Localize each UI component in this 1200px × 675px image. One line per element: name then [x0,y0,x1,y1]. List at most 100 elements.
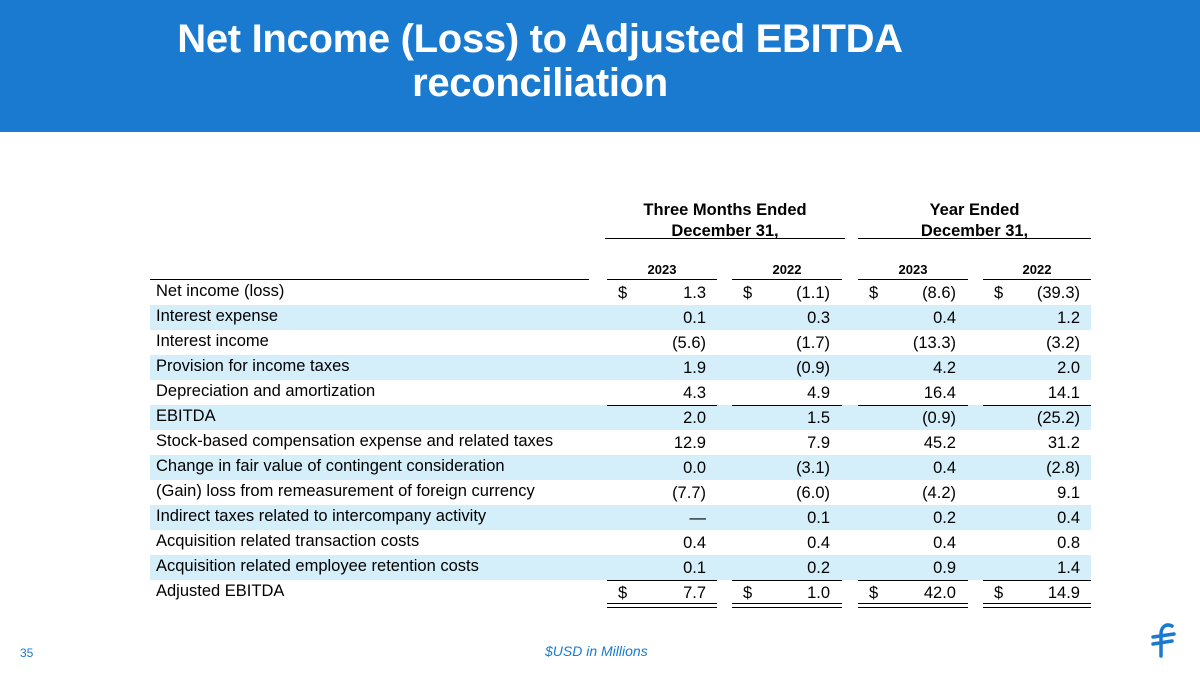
row-value: (0.9) [796,359,830,377]
currency-symbol: $ [869,284,879,302]
flywire-logo-icon [1151,623,1176,658]
table-row: Provision for income taxes 1.9 (0.9) 4.2 2.0 [150,355,1091,380]
currency-symbol: $ [869,584,879,602]
table-row: Net income (loss) $1.3 $ (1.1) $ (8.6) $ (39.3) [150,280,1091,305]
row-value: 0.1 [683,309,706,327]
total-double-underline [607,603,717,604]
group-header-line: Three Months Ended [643,201,807,219]
row-label: Change in fair value of contingent consi… [156,457,505,475]
row-value: 0.4 [933,309,956,327]
row-label: Net income (loss) [156,282,285,300]
row-value: 0.4 [683,534,706,552]
row-value: 0.9 [933,559,956,577]
year-underline [732,279,842,280]
group-header-year: Year Ended December 31, [858,200,1091,242]
page-title: Net Income (Loss) to Adjusted EBITDA rec… [40,17,1040,105]
row-value: 0.0 [683,459,706,477]
row-value: (25.2) [1036,409,1080,427]
row-value: 0.1 [683,559,706,577]
row-value: (1.1) [796,284,830,302]
year-header: 2023 [898,262,928,277]
table-row: Change in fair value of contingent consi… [150,455,1091,480]
row-value: 0.4 [1057,509,1080,527]
page-title-line2: reconciliation [412,61,668,105]
row-value: 9.1 [1057,484,1080,502]
year-underline [983,279,1091,280]
total-double-underline [858,603,968,604]
currency-symbol: $ [618,584,628,602]
table-row: Acquisition related transaction costs 0.4… [150,530,1091,555]
row-value: (2.8) [1046,459,1080,477]
currency-symbol: $ [994,284,1004,302]
row-label: Indirect taxes related to intercompany a… [156,507,487,525]
group-header-three-months: Three Months Ended December 31, [605,200,845,242]
title-bar: Net Income (Loss) to Adjusted EBITDA rec… [0,0,1200,132]
row-value: (13.3) [912,334,956,352]
group-header-line: December 31, [920,222,1029,240]
row-value: 1.4 [1057,559,1080,577]
currency-symbol: $ [618,284,628,302]
table-row: Acquisition related employee retention c… [150,555,1091,580]
total-double-underline [732,603,842,604]
row-label: Adjusted EBITDA [156,582,285,600]
year-underline [607,279,717,280]
row-value: 0.4 [933,459,956,477]
subtotal-underline [732,580,842,581]
row-value: 4.3 [683,384,706,402]
row-value: 0.2 [933,509,956,527]
currency-symbol: $ [743,284,753,302]
row-value: 7.7 [683,584,706,602]
subtotal-underline [858,580,968,581]
table-row: Indirect taxes related to intercompany a… [150,505,1091,530]
row-value: 1.3 [683,284,706,302]
row-value: (0.9) [922,409,956,427]
row-value: — [689,509,707,527]
row-value: 4.2 [933,359,956,377]
total-double-underline [732,607,842,608]
row-label: (Gain) loss from remeasurement of foreig… [156,482,535,500]
year-header: 2022 [1022,262,1052,277]
year-header: 2022 [772,262,802,277]
row-value: 31.2 [1047,434,1080,452]
row-value: 2.0 [683,409,706,427]
row-value: 0.4 [933,534,956,552]
group-underline [858,238,1091,239]
row-value: (4.2) [922,484,956,502]
currency-symbol: $ [743,584,753,602]
row-label: Depreciation and amortization [156,382,376,400]
year-underline [858,279,968,280]
row-value: 42.0 [923,584,956,602]
table-row: Interest income (5.6) (1.7) (13.3) (3.2) [150,330,1091,355]
row-label: Acquisition related transaction costs [156,532,420,550]
row-value: 2.0 [1057,359,1080,377]
table-row: Interest expense 0.1 0.3 0.4 1.2 [150,305,1091,330]
row-value: (8.6) [922,284,956,302]
row-value: (3.1) [796,459,830,477]
row-value: 4.9 [807,384,830,402]
row-value: 12.9 [673,434,706,452]
row-value: 0.2 [807,559,830,577]
page-title-line1: Net Income (Loss) to Adjusted EBITDA [177,17,903,61]
group-header-line: Year Ended [929,201,1020,219]
total-double-underline [607,607,717,608]
subtotal-underline [732,405,842,406]
row-value: (1.7) [796,334,830,352]
row-label: Acquisition related employee retention c… [156,557,479,575]
subtotal-underline [607,405,717,406]
row-value: (5.6) [672,334,706,352]
row-value: 45.2 [923,434,956,452]
table-row: EBITDA 2.0 1.5 (0.9) (25.2) [150,405,1091,430]
row-label: Interest expense [156,307,278,325]
page-number: 35 [20,646,34,660]
row-value: 1.0 [807,584,830,602]
subtotal-underline [858,405,968,406]
row-value: 0.3 [807,309,830,327]
subtotal-underline [983,580,1091,581]
row-label: Provision for income taxes [156,357,350,375]
currency-symbol: $ [994,584,1004,602]
row-value: 1.5 [807,409,830,427]
group-header-line: December 31, [671,222,779,240]
table-row: Depreciation and amortization 4.3 4.9 16.4 1… [150,380,1091,405]
row-value: (3.2) [1046,334,1080,352]
